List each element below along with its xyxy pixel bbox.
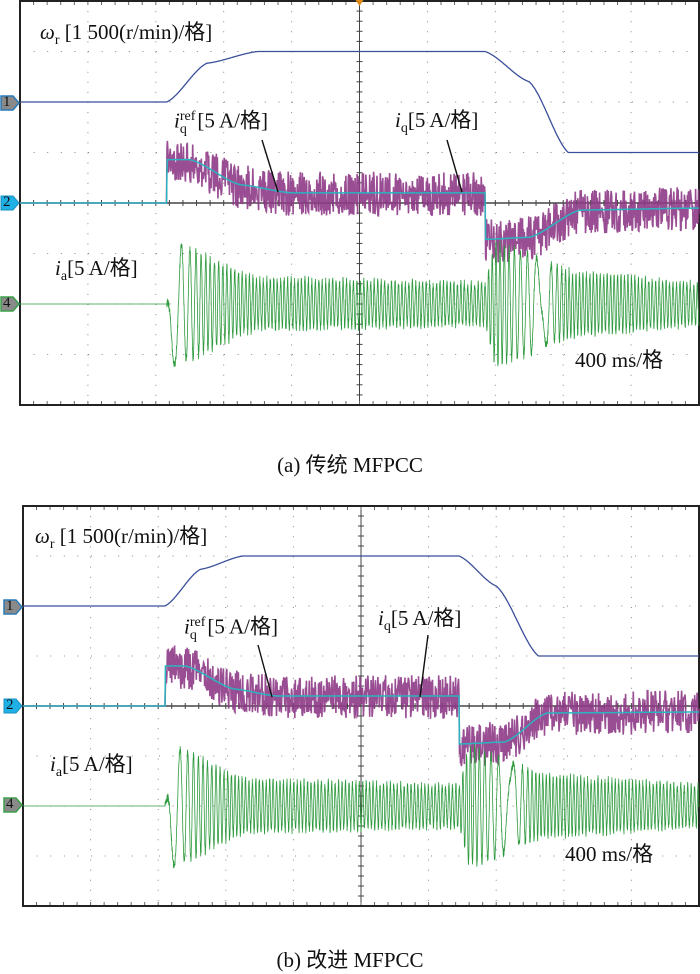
- iq-label: iq[5 A/格]: [378, 606, 462, 634]
- caption-a: (a) 传统 MFPCC: [277, 453, 423, 477]
- waveform-panel-a: 1 2 4 ωr [1 500(r/min)/格] i ref q [5 A/格] i…: [0, 0, 700, 410]
- ia-trace: [20, 240, 700, 367]
- channel-1-marker: 1: [3, 598, 23, 615]
- caption-b: (b) 改进 MFPCC: [276, 948, 424, 972]
- channel-1-label: 1: [6, 598, 14, 614]
- oscilloscope-screen: [19, 0, 700, 406]
- speed-label: ωr [1 500(r/min)/格]: [35, 524, 208, 552]
- channel-2-marker: 2: [0, 194, 20, 211]
- ia-label: ia[5 A/格]: [50, 752, 133, 780]
- channel-4-marker: 4: [3, 796, 23, 813]
- timebase-label: 400 ms/格: [575, 348, 664, 372]
- iq-ref-trace: [20, 158, 699, 241]
- channel-4-marker: 4: [0, 295, 20, 312]
- ia-label: ia[5 A/格]: [55, 256, 138, 284]
- iq-ref-trace: [23, 665, 699, 745]
- oscilloscope-screen: [22, 505, 700, 907]
- label-pointer-line: [257, 644, 273, 698]
- speed-label: ωr [1 500(r/min)/格]: [40, 20, 213, 48]
- channel-2-label: 2: [3, 194, 11, 210]
- trigger-marker: [355, 0, 364, 6]
- timebase-label: 400 ms/格: [565, 842, 654, 866]
- ia-trace: [23, 744, 700, 869]
- channel-2-label: 2: [6, 697, 14, 713]
- speed-trace: [20, 50, 699, 154]
- channel-1-marker: 1: [0, 94, 20, 111]
- iq-ref-label: i ref q [5 A/格]: [184, 614, 278, 644]
- iq-ref-label: i ref q [5 A/格]: [174, 108, 268, 138]
- channel-4-label: 4: [3, 295, 11, 311]
- channel-4-label: 4: [6, 796, 14, 812]
- label-pointer-line: [419, 634, 429, 698]
- channel-1-label: 1: [3, 94, 11, 110]
- label-pointer-line: [446, 139, 463, 193]
- waveform-panel-b: 1 2 4 ωr [1 500(r/min)/格] i ref q [5 A/格] i…: [0, 502, 700, 912]
- channel-2-marker: 2: [3, 697, 23, 714]
- label-pointer-line: [261, 139, 279, 193]
- iq-label: iq[5 A/格]: [395, 108, 479, 136]
- speed-trace: [23, 555, 699, 657]
